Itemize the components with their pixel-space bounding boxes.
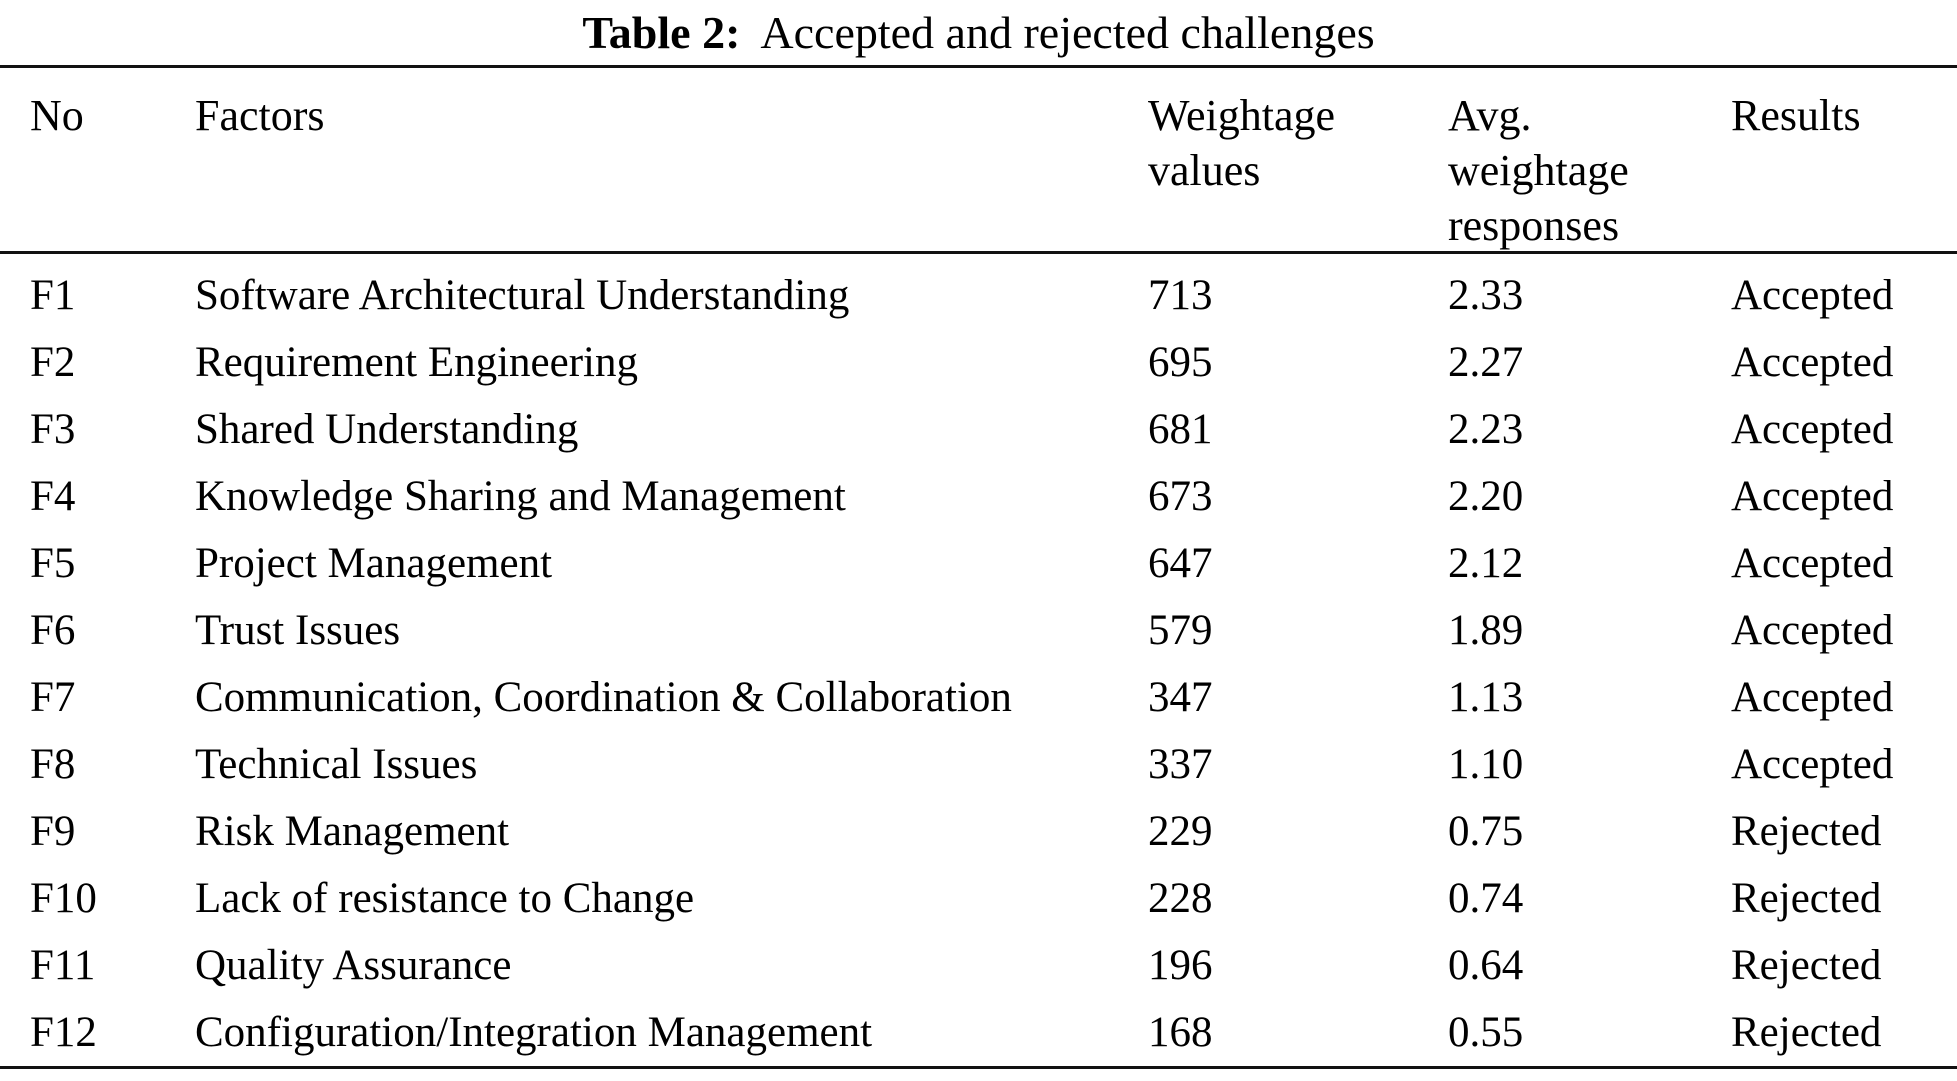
cell-no: F2	[30, 339, 76, 386]
cell-result: Accepted	[1731, 607, 1894, 654]
table-body: F1 Software Architectural Understanding …	[0, 254, 1957, 1066]
table-row: F11 Quality Assurance 196 0.64 Rejected	[0, 932, 1957, 999]
cell-avg: 1.10	[1448, 741, 1524, 788]
cell-result: Accepted	[1731, 674, 1894, 721]
table-row: F8 Technical Issues 337 1.10 Accepted	[0, 731, 1957, 798]
cell-factor: Knowledge Sharing and Management	[195, 473, 846, 520]
table-row: F3 Shared Understanding 681 2.23 Accepte…	[0, 396, 1957, 463]
cell-weightage: 337	[1148, 741, 1213, 788]
cell-result: Rejected	[1731, 808, 1882, 855]
cell-weightage: 681	[1148, 406, 1213, 453]
cell-weightage: 673	[1148, 473, 1213, 520]
cell-factor: Quality Assurance	[195, 942, 512, 989]
cell-result: Rejected	[1731, 875, 1882, 922]
cell-avg: 2.27	[1448, 339, 1524, 386]
cell-weightage: 196	[1148, 942, 1213, 989]
cell-no: F7	[30, 674, 76, 721]
cell-factor: Requirement Engineering	[195, 339, 638, 386]
cell-factor: Configuration/Integration Management	[195, 1009, 873, 1056]
table-row: F4 Knowledge Sharing and Management 673 …	[0, 463, 1957, 530]
cell-weightage: 579	[1148, 607, 1213, 654]
table-caption: Table 2: Accepted and rejected challenge…	[0, 0, 1957, 65]
table-row: F7 Communication, Coordination & Collabo…	[0, 664, 1957, 731]
cell-factor: Software Architectural Understanding	[195, 272, 850, 319]
cell-weightage: 229	[1148, 808, 1213, 855]
cell-factor: Communication, Coordination & Collaborat…	[195, 674, 1012, 721]
header-row: No Factors Weightage values Avg. weighta…	[0, 68, 1957, 253]
cell-avg: 2.12	[1448, 540, 1524, 587]
cell-no: F12	[30, 1009, 97, 1056]
cell-weightage: 713	[1148, 272, 1213, 319]
cell-avg: 0.74	[1448, 875, 1524, 922]
cell-avg: 2.33	[1448, 272, 1524, 319]
table-header: No Factors Weightage values Avg. weighta…	[0, 68, 1957, 254]
cell-factor: Trust Issues	[195, 607, 401, 654]
cell-no: F9	[30, 808, 76, 855]
cell-avg: 0.75	[1448, 808, 1524, 855]
cell-result: Accepted	[1731, 406, 1894, 453]
header-no: No	[30, 91, 84, 140]
table-caption-label: Table 2:	[582, 6, 741, 58]
challenges-table: No Factors Weightage values Avg. weighta…	[0, 65, 1957, 1069]
table-caption-text: Accepted and rejected challenges	[760, 6, 1375, 58]
cell-weightage: 647	[1148, 540, 1213, 587]
header-results: Results	[1731, 91, 1861, 140]
cell-avg: 2.20	[1448, 473, 1524, 520]
cell-result: Rejected	[1731, 942, 1882, 989]
cell-avg: 0.55	[1448, 1009, 1524, 1056]
cell-no: F4	[30, 473, 76, 520]
cell-weightage: 228	[1148, 875, 1213, 922]
cell-avg: 1.89	[1448, 607, 1524, 654]
cell-no: F3	[30, 406, 76, 453]
cell-factor: Project Management	[195, 540, 553, 587]
cell-weightage: 695	[1148, 339, 1213, 386]
cell-no: F6	[30, 607, 76, 654]
cell-result: Accepted	[1731, 473, 1894, 520]
cell-no: F11	[30, 942, 96, 989]
cell-result: Accepted	[1731, 741, 1894, 788]
cell-avg: 2.23	[1448, 406, 1524, 453]
cell-no: F5	[30, 540, 76, 587]
table-row: F12 Configuration/Integration Management…	[0, 999, 1957, 1066]
cell-avg: 1.13	[1448, 674, 1524, 721]
cell-result: Accepted	[1731, 272, 1894, 319]
cell-no: F8	[30, 741, 76, 788]
header-factors: Factors	[195, 91, 325, 140]
cell-no: F1	[30, 272, 76, 319]
table-row: F1 Software Architectural Understanding …	[0, 262, 1957, 329]
cell-weightage: 347	[1148, 674, 1213, 721]
cell-no: F10	[30, 875, 97, 922]
table-row: F10 Lack of resistance to Change 228 0.7…	[0, 865, 1957, 932]
header-avg-weightage-responses: Avg. weightage responses	[1448, 91, 1629, 250]
table-row: F5 Project Management 647 2.12 Accepted	[0, 530, 1957, 597]
cell-factor: Technical Issues	[195, 741, 478, 788]
cell-avg: 0.64	[1448, 942, 1524, 989]
cell-factor: Shared Understanding	[195, 406, 579, 453]
cell-result: Accepted	[1731, 540, 1894, 587]
header-weightage-values: Weightage values	[1148, 91, 1336, 195]
cell-result: Accepted	[1731, 339, 1894, 386]
cell-factor: Risk Management	[195, 808, 510, 855]
table-row: F6 Trust Issues 579 1.89 Accepted	[0, 597, 1957, 664]
cell-weightage: 168	[1148, 1009, 1213, 1056]
cell-result: Rejected	[1731, 1009, 1882, 1056]
table-row: F9 Risk Management 229 0.75 Rejected	[0, 798, 1957, 865]
cell-factor: Lack of resistance to Change	[195, 875, 695, 922]
table-row: F2 Requirement Engineering 695 2.27 Acce…	[0, 329, 1957, 396]
